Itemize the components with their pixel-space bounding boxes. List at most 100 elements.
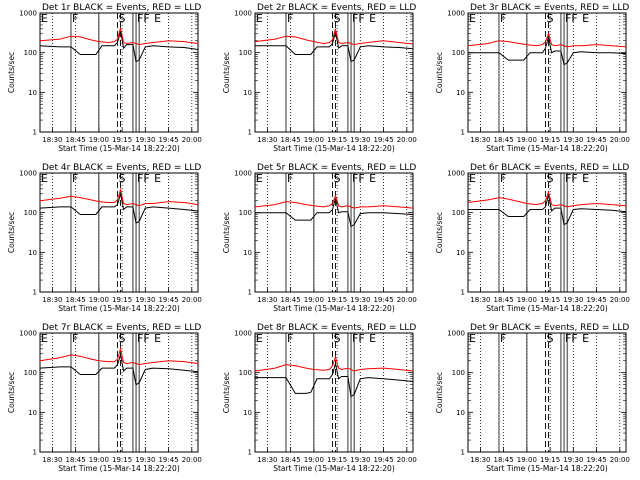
lld-series-line: [467, 32, 627, 48]
events-series-line: [39, 354, 199, 386]
x-tick-label: 19:00: [517, 136, 537, 144]
y-tick-label: 100: [452, 49, 465, 57]
x-tick-label: 18:30: [470, 456, 490, 464]
plot-frame: [254, 12, 414, 133]
flag-label: E: [154, 12, 161, 25]
flag-label: F: [72, 172, 78, 185]
y-tick-label: 10: [28, 249, 37, 257]
x-tick-label: 18:45: [281, 136, 301, 144]
flag-label: E: [41, 12, 48, 25]
x-tick-label: 18:30: [257, 456, 277, 464]
x-axis-label: Start Time (15-Mar-14 18:22:20): [273, 144, 395, 153]
x-tick-label: 18:45: [281, 296, 301, 304]
flag-label: S: [333, 12, 340, 25]
x-tick-label: 19:45: [586, 136, 606, 144]
y-axis-label: Counts/sec: [7, 372, 16, 413]
panel-title: Det 2r BLACK = Events, RED = LLD: [257, 3, 416, 13]
flag-label: FF: [137, 172, 150, 185]
y-tick-label: 1000: [19, 330, 37, 338]
flag-label: E: [582, 172, 589, 185]
lld-series-line: [467, 190, 627, 208]
x-tick-label: 18:45: [66, 456, 86, 464]
x-axis-label: Start Time (15-Mar-14 18:22:20): [273, 464, 395, 473]
y-axis-label: Counts/sec: [435, 212, 444, 253]
panel-title: Det 1r BLACK = Events, RED = LLD: [42, 3, 201, 13]
x-tick-label: 18:45: [66, 296, 86, 304]
flag-label: F: [287, 172, 293, 185]
lld-series-line: [254, 355, 414, 372]
y-tick-label: 10: [456, 409, 465, 417]
flag-label: E: [369, 12, 376, 25]
flag-label: F: [500, 12, 506, 25]
flag-label: FF: [565, 172, 578, 185]
flag-label: FF: [352, 172, 365, 185]
x-axis-label: Start Time (15-Mar-14 18:22:20): [273, 304, 395, 313]
y-axis-label: Counts/sec: [222, 212, 231, 253]
x-tick-label: 19:00: [304, 296, 324, 304]
x-tick-label: 19:00: [517, 296, 537, 304]
y-tick-label: 10: [28, 89, 37, 97]
flag-label: E: [469, 172, 476, 185]
y-tick-label: 1: [33, 129, 37, 137]
y-tick-label: 1000: [447, 10, 465, 18]
x-tick-label: 19:30: [135, 296, 155, 304]
y-tick-label: 10: [28, 409, 37, 417]
x-tick-label: 18:30: [257, 296, 277, 304]
x-tick-label: 19:45: [373, 296, 393, 304]
x-tick-label: 20:00: [182, 456, 202, 464]
events-series-line: [468, 36, 627, 66]
x-tick-label: 19:00: [89, 456, 109, 464]
plot-frame: [39, 332, 199, 453]
y-tick-label: 1000: [234, 10, 252, 18]
plot-frame: [254, 172, 414, 293]
x-tick-label: 20:00: [610, 296, 630, 304]
y-tick-label: 10: [456, 89, 465, 97]
x-axis-label: Start Time (15-Mar-14 18:22:20): [486, 304, 608, 313]
lld-series-line: [39, 346, 199, 366]
x-tick-label: 18:30: [42, 136, 62, 144]
flag-label: S: [118, 172, 125, 185]
flag-label: FF: [565, 332, 578, 345]
x-tick-label: 18:45: [494, 136, 514, 144]
x-tick-label: 18:45: [66, 136, 86, 144]
x-axis-label: Start Time (15-Mar-14 18:22:20): [58, 304, 180, 313]
x-tick-label: 18:30: [42, 456, 62, 464]
events-series-line: [39, 193, 199, 224]
x-tick-label: 20:00: [610, 456, 630, 464]
y-axis-label: Counts/sec: [435, 372, 444, 413]
flag-label: S: [546, 12, 553, 25]
y-tick-label: 100: [24, 49, 37, 57]
flag-label: FF: [352, 332, 365, 345]
flag-label: F: [72, 12, 78, 25]
flag-label: FF: [565, 12, 578, 25]
flag-label: E: [256, 172, 263, 185]
x-tick-label: 20:00: [397, 456, 417, 464]
flag-label: S: [118, 332, 125, 345]
y-axis-label: Counts/sec: [222, 372, 231, 413]
x-tick-label: 20:00: [182, 296, 202, 304]
x-tick-label: 18:30: [42, 296, 62, 304]
y-axis-label: Counts/sec: [435, 52, 444, 93]
x-tick-label: 18:45: [494, 456, 514, 464]
x-axis-label: Start Time (15-Mar-14 18:22:20): [58, 144, 180, 153]
x-tick-label: 20:00: [182, 136, 202, 144]
x-tick-label: 18:30: [470, 136, 490, 144]
y-tick-label: 10: [243, 409, 252, 417]
x-tick-label: 19:00: [89, 296, 109, 304]
y-tick-label: 100: [239, 49, 252, 57]
y-axis-label: Counts/sec: [7, 52, 16, 93]
x-axis-label: Start Time (15-Mar-14 18:22:20): [58, 464, 180, 473]
x-tick-label: 19:30: [135, 456, 155, 464]
x-tick-label: 19:00: [517, 456, 537, 464]
y-tick-label: 1: [33, 289, 37, 297]
x-tick-label: 19:15: [327, 456, 347, 464]
x-tick-label: 18:45: [494, 296, 514, 304]
y-tick-label: 100: [24, 209, 37, 217]
y-tick-label: 1: [33, 449, 37, 457]
